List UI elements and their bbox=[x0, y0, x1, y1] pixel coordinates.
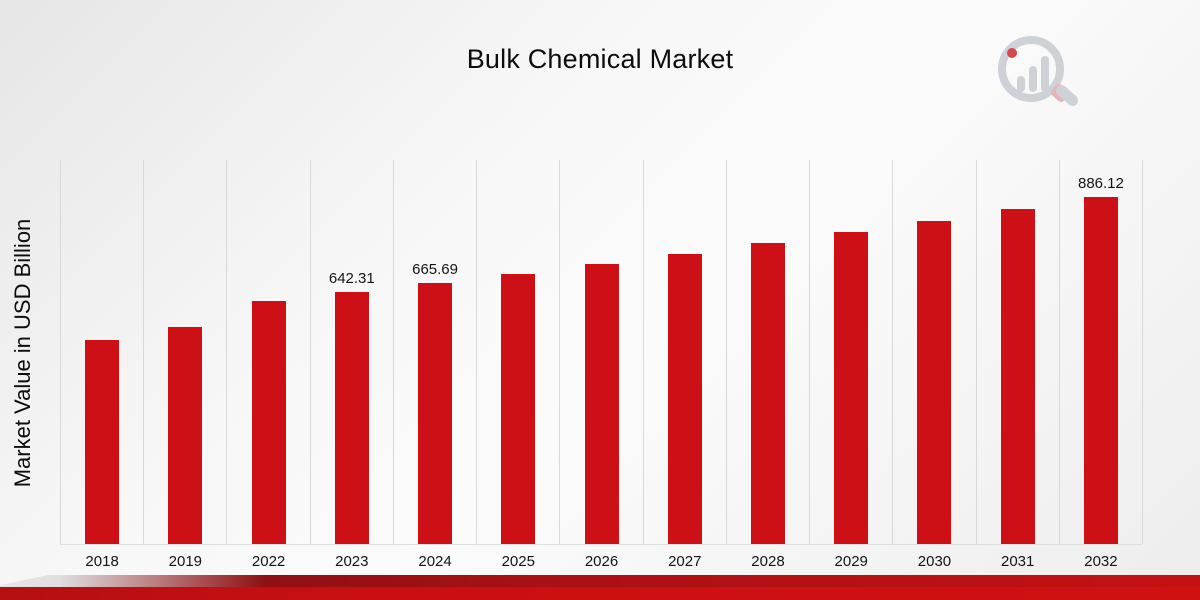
x-tick-label-2026: 2026 bbox=[584, 553, 619, 570]
bar-value-label-2024: 665.69 bbox=[412, 261, 458, 279]
x-tick-label-2027: 2027 bbox=[668, 553, 702, 570]
bar-2029 bbox=[834, 232, 869, 544]
bar-2024 bbox=[418, 283, 453, 544]
bar-2027 bbox=[667, 253, 702, 544]
bar-2030 bbox=[917, 220, 952, 544]
x-tick-label-2032: 2032 bbox=[1084, 553, 1118, 570]
bar-column-2029: 2029 bbox=[809, 160, 892, 570]
plot-area: 2018 2019 2022 642.31 2023 665.69 2024 2025 2026… bbox=[60, 160, 1144, 570]
logo-bar-icon bbox=[1041, 56, 1049, 92]
bar-value-label-2032: 886.12 bbox=[1077, 174, 1124, 192]
bar-column-2027: 2027 bbox=[642, 160, 726, 570]
bar-2031 bbox=[1000, 208, 1035, 544]
bar-column-2019: 2019 bbox=[143, 160, 226, 570]
bar-2018 bbox=[85, 339, 120, 544]
logo-bar-icon bbox=[1029, 66, 1037, 92]
chart-title: Bulk Chemical Market bbox=[466, 44, 734, 74]
x-tick-label-2018: 2018 bbox=[85, 553, 119, 570]
bar-column-2018: 2018 bbox=[60, 160, 143, 570]
bar-2022 bbox=[251, 301, 286, 544]
bar-column-2023: 642.31 2023 bbox=[309, 160, 393, 570]
bar-column-2031: 2031 bbox=[975, 160, 1059, 570]
x-tick-label-2025: 2025 bbox=[501, 553, 535, 570]
bar-2028 bbox=[750, 243, 785, 544]
bar-2023 bbox=[334, 292, 369, 544]
bar-2025 bbox=[501, 273, 536, 544]
bar-2026 bbox=[584, 263, 619, 544]
x-tick-label-2029: 2029 bbox=[834, 553, 868, 570]
x-tick-label-2030: 2030 bbox=[917, 553, 952, 570]
bar-column-2032: 886.12 2032 bbox=[1058, 160, 1144, 570]
y-axis-label: Market Value in USD Billion bbox=[10, 218, 35, 488]
magnifier-ring-icon bbox=[998, 36, 1064, 102]
bar-column-2026: 2026 bbox=[559, 160, 642, 570]
x-tick-label-2024: 2024 bbox=[418, 553, 452, 570]
x-tick-label-2028: 2028 bbox=[751, 553, 785, 570]
bar-column-2024: 665.69 2024 bbox=[392, 160, 476, 570]
bottom-accent-band-upper bbox=[0, 575, 1200, 587]
bar-2019 bbox=[168, 326, 203, 544]
logo-bar-icon bbox=[1017, 76, 1025, 92]
bar-column-2022: 2022 bbox=[226, 160, 309, 570]
x-tick-label-2031: 2031 bbox=[1001, 553, 1035, 570]
bar-value-label-2023: 642.31 bbox=[328, 270, 375, 288]
x-tick-label-2023: 2023 bbox=[335, 553, 369, 570]
mrfr-logo bbox=[994, 34, 1084, 114]
bar-2032 bbox=[1083, 196, 1118, 544]
bar-column-2025: 2025 bbox=[476, 160, 559, 570]
bar-column-2030: 2030 bbox=[892, 160, 975, 570]
x-tick-label-2019: 2019 bbox=[168, 553, 203, 570]
logo-red-dot-icon bbox=[1007, 48, 1017, 58]
bar-column-2028: 2028 bbox=[725, 160, 809, 570]
bottom-accent-band-lower bbox=[0, 587, 1200, 600]
x-tick-label-2022: 2022 bbox=[251, 553, 286, 570]
